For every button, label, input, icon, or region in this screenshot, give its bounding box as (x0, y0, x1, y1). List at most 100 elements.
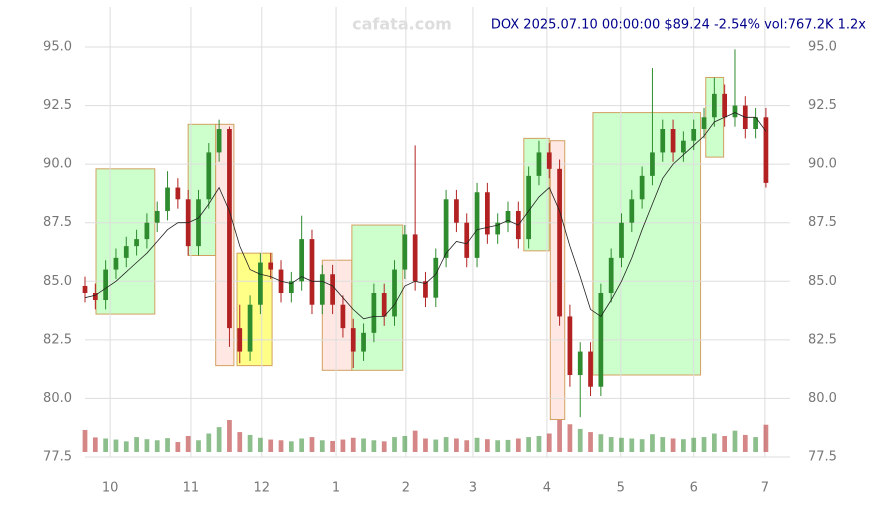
volume-bar (650, 434, 655, 452)
volume-bar (309, 437, 315, 452)
candle-body (650, 152, 655, 176)
volume-bar (505, 439, 511, 452)
candle-body (619, 222, 624, 258)
volume-bar (608, 437, 614, 452)
candle-body (113, 257, 119, 270)
volume-bar (350, 437, 356, 452)
candle-body (639, 175, 645, 200)
candle-body (216, 129, 222, 153)
zone (236, 252, 273, 367)
volume-bar (227, 420, 232, 452)
grid: 77.5 77.5 80.0 80.0 82.5 82.5 85.0 85.0 87.5 87.5… (43, 7, 837, 496)
y-tick-label: 92.5 (43, 98, 72, 113)
candle-body (123, 246, 129, 258)
x-tick-label: 3 (469, 481, 477, 496)
volume-bar (134, 437, 139, 452)
candle-body (484, 192, 490, 235)
candle-body (670, 129, 676, 153)
y-tick-label-right: 87.5 (808, 215, 837, 230)
candle-body (526, 175, 532, 240)
volume-bar (454, 438, 459, 452)
volume-bar (237, 432, 243, 452)
x-tick-label: 5 (617, 481, 625, 496)
y-tick-label: 80.0 (43, 391, 72, 406)
candle-body (423, 281, 428, 298)
volume-bar (103, 438, 109, 452)
volume-bar (598, 434, 604, 452)
candle-body (330, 274, 335, 305)
candle-body (701, 117, 707, 129)
candle-body (206, 152, 212, 200)
x-tick-label: 7 (761, 481, 769, 496)
volume-bar (154, 440, 160, 452)
volume-bar (185, 436, 191, 452)
volume-bar (278, 440, 284, 452)
y-tick-label: 87.5 (43, 215, 72, 230)
candle-body (82, 285, 88, 293)
candle-body (175, 187, 181, 200)
volume-bar (268, 439, 274, 452)
candle-body (567, 316, 573, 375)
volume-bar (546, 433, 552, 452)
candle-body (660, 129, 666, 153)
candle-body (711, 93, 717, 118)
zone (187, 123, 217, 257)
candle-body (464, 222, 470, 258)
candle-body (557, 168, 562, 317)
volume-bar (216, 427, 222, 452)
volume-bar (299, 438, 305, 452)
volume-bar (381, 441, 387, 452)
y-tick-label-right: 90.0 (808, 157, 837, 172)
y-tick-label-right: 92.5 (808, 98, 837, 113)
volume-bar (247, 434, 253, 452)
volume-bar (371, 440, 377, 452)
volume-bar (681, 439, 686, 452)
y-tick-label: 77.5 (43, 450, 72, 465)
x-tick-label: 10 (102, 481, 119, 496)
candle-body (546, 152, 552, 169)
candle-body (92, 293, 98, 301)
volume-bar (732, 430, 738, 452)
volume-bar (577, 428, 583, 452)
volume-bar (660, 437, 666, 452)
candle-body (443, 199, 449, 258)
candle-body (722, 93, 728, 118)
volume-bar (495, 440, 501, 452)
y-tick-label-right: 82.5 (808, 332, 837, 347)
y-tick-label: 95.0 (43, 40, 72, 55)
candle-body (299, 239, 305, 282)
candle-body (536, 152, 542, 176)
volume-bar (557, 420, 562, 452)
volume-bar (423, 438, 428, 452)
volume-bar (567, 424, 573, 452)
volume-bar (175, 442, 181, 452)
candle-body (608, 257, 614, 293)
candle-body (629, 199, 635, 223)
volume-bar (113, 439, 119, 452)
volume-bar (722, 436, 728, 452)
volume-bar (82, 429, 88, 452)
zones (95, 76, 725, 421)
candle-body (103, 269, 109, 301)
candle-body (237, 328, 243, 352)
x-tick-label: 6 (690, 481, 698, 496)
data (82, 49, 769, 452)
y-tick-label-right: 95.0 (808, 40, 837, 55)
candle-body (577, 351, 583, 375)
candle-body (258, 262, 263, 305)
candle-body (392, 269, 397, 317)
volume-bar (206, 433, 212, 452)
volume-bar (639, 439, 645, 452)
volume-bar (330, 440, 335, 452)
volume-bar (196, 440, 201, 452)
volume-bar (691, 437, 697, 452)
candle-body (412, 234, 418, 282)
volume-bar (701, 437, 707, 452)
candle-body (196, 199, 201, 247)
candle-body (454, 199, 459, 223)
candle-body (433, 257, 439, 298)
watermark: cafata.com (352, 15, 452, 34)
volume-bar (123, 441, 129, 452)
volume-bar (474, 437, 480, 452)
